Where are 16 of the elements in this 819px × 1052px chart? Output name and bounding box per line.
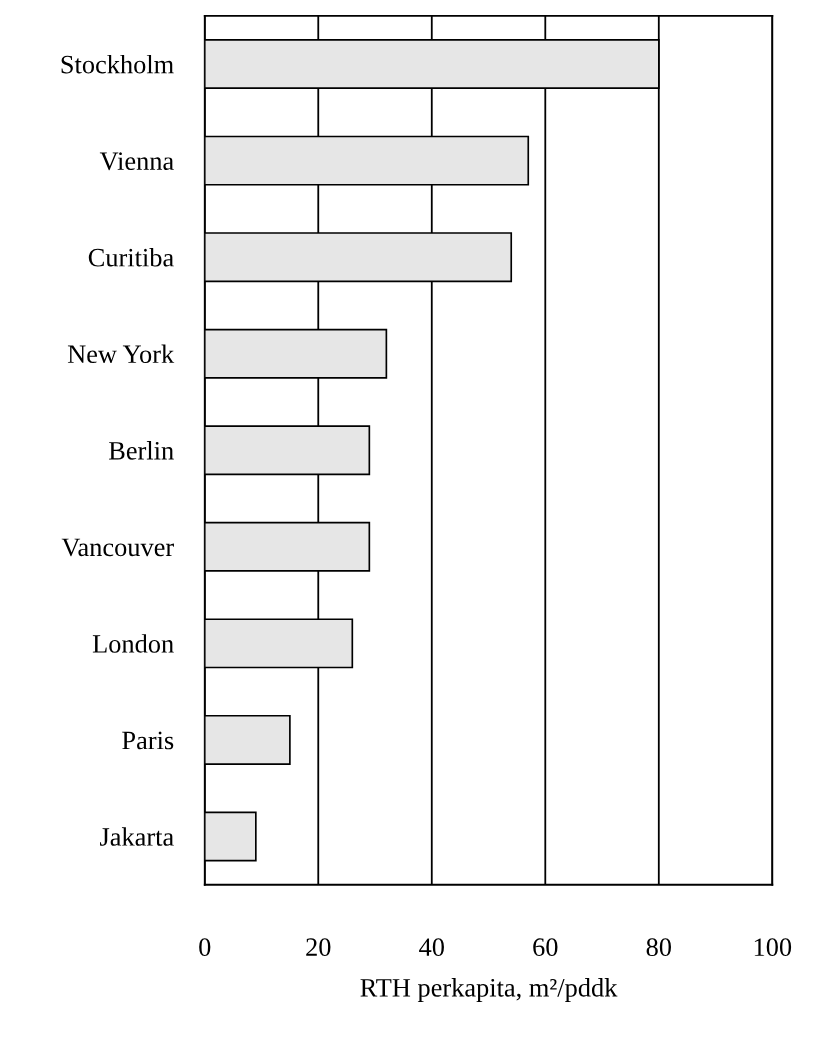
x-tick-label: 60: [533, 938, 558, 957]
x-tick-label: 80: [646, 938, 671, 957]
y-tick-label: Vancouver: [61, 538, 174, 557]
x-tick-label: 20: [306, 938, 331, 957]
y-tick-label: Stockholm: [61, 54, 174, 74]
x-tick-label: 0: [199, 938, 211, 957]
y-tick-label: Paris: [122, 731, 174, 750]
y-tick-label: Curitiba: [88, 248, 174, 267]
y-tick-label: New York: [67, 344, 175, 364]
y-tick-label: Vienna: [99, 152, 174, 171]
y-tick-label: Berlin: [108, 441, 174, 460]
y-tick-label: Jakarta: [100, 827, 174, 846]
y-tick-label: London: [92, 634, 174, 653]
x-axis-title: RTH perkapita, m²/pddk: [360, 978, 618, 1003]
x-tick-label: 100: [754, 938, 792, 957]
x-tick-label: 40: [419, 938, 444, 957]
